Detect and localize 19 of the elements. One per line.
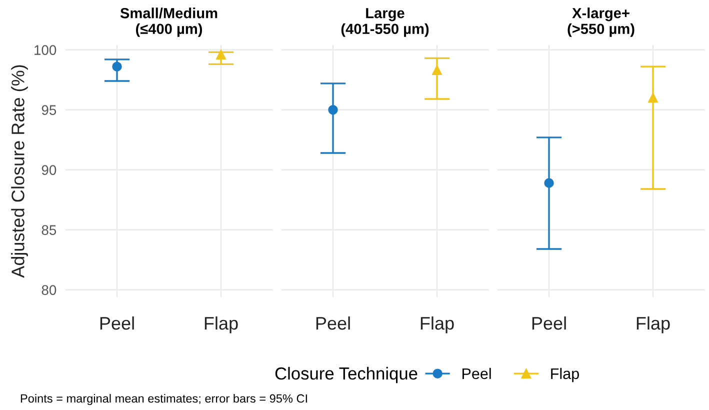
chart-title: X-large+ (>550 µm): [568, 8, 634, 37]
y-tick-label: 95: [42, 105, 56, 115]
x-tick-label: Peel: [100, 316, 134, 330]
chart-title: Small/Medium (≤400 µm): [120, 8, 218, 37]
x-tick-label: Peel: [532, 316, 566, 330]
legend-label: Flap: [551, 368, 579, 382]
x-tick-label: Flap: [204, 316, 238, 334]
legend-title: Closure Technique: [275, 366, 418, 384]
x-tick-label: Flap: [420, 316, 454, 334]
x-tick-label: Flap: [636, 316, 670, 334]
y-axis-title: Adjusted Closure Rate (%): [11, 65, 28, 278]
y-tick-label: 85: [42, 225, 56, 235]
legend-label: Peel: [462, 368, 491, 380]
y-tick-label: 100: [34, 45, 56, 55]
y-tick-label: 90: [42, 165, 56, 175]
text: Points = marginal mean estimates; error bars = 95% CI: [20, 394, 307, 405]
y-tick-label: 80: [42, 285, 56, 295]
chart-title: Large (401-550 µm): [341, 8, 429, 37]
x-tick-label: Peel: [316, 316, 350, 330]
